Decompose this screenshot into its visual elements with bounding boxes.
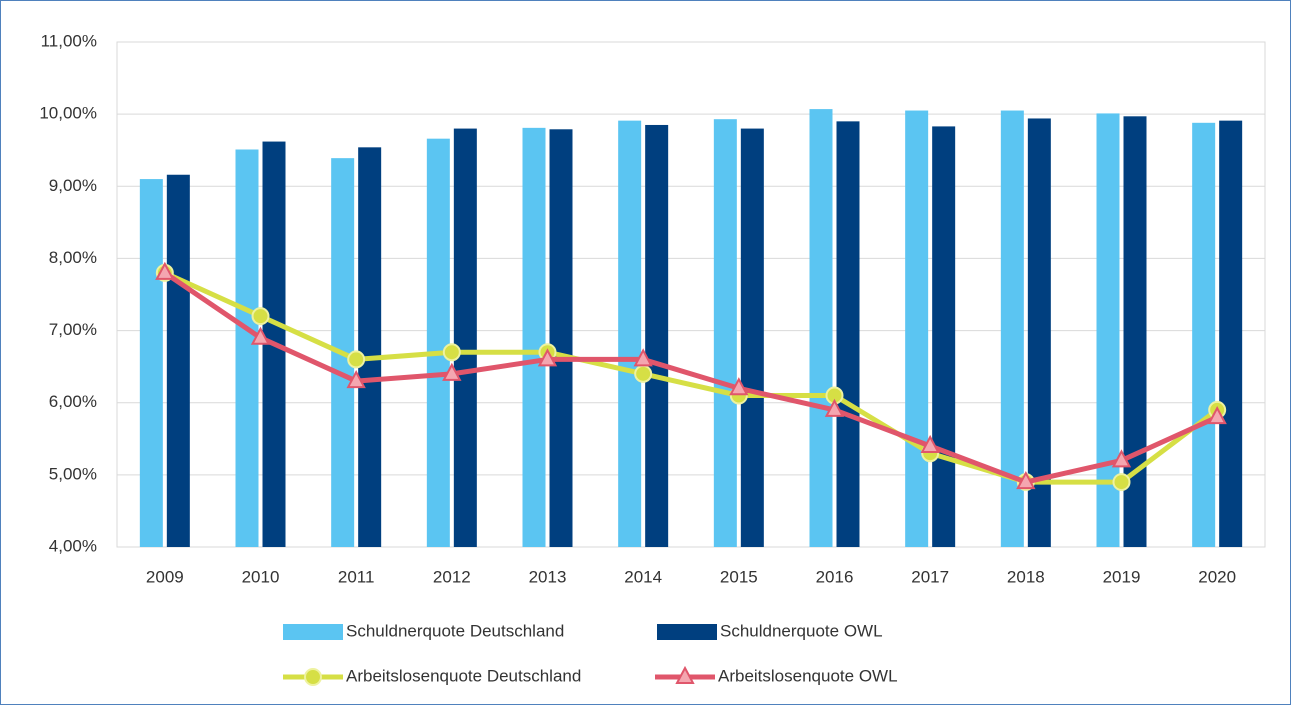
y-tick-label: 5,00% [49,464,97,483]
legend-marker [675,665,695,684]
y-tick-label: 8,00% [49,248,97,267]
legend-swatch [657,624,717,640]
legend-label: Arbeitslosenquote Deutschland [346,666,581,685]
marker [1111,449,1132,468]
marker [346,369,366,389]
marker [633,348,653,367]
x-tick-label: 2018 [1007,567,1045,586]
bar [1123,116,1147,548]
x-tick-label: 2014 [624,567,662,586]
marker [729,377,749,396]
marker [155,261,175,280]
bar [932,126,956,548]
legend-marker [304,668,322,686]
bar [522,127,546,547]
bar [549,129,573,548]
legend-label: Schuldnerquote OWL [720,621,883,640]
marker [634,364,653,383]
marker [920,434,940,453]
x-tick-label: 2012 [433,567,471,586]
x-tick-label: 2009 [146,567,184,586]
y-tick-label: 7,00% [49,320,97,339]
marker [442,362,462,381]
bar [645,124,669,547]
marker [347,350,366,369]
line [163,270,1219,485]
bar [740,128,764,548]
bar [1192,122,1216,548]
x-tick-label: 2019 [1103,567,1141,586]
marker [824,398,845,417]
marker [537,348,558,367]
bar [139,179,163,548]
bar [809,109,833,547]
bar [1096,113,1120,548]
x-tick-label: 2016 [816,567,854,586]
x-tick-label: 2015 [720,567,758,586]
bar [358,147,382,548]
y-tick-label: 10,00% [39,104,97,123]
marker [250,326,271,345]
bar [166,174,190,547]
bar [836,121,860,547]
marker [442,343,461,362]
y-tick-label: 11,00% [41,31,97,50]
bar [713,119,737,547]
legend-swatch [283,624,343,640]
bar [235,149,259,547]
x-tick-label: 2011 [338,567,375,586]
bar [426,138,450,547]
bar [1219,120,1243,547]
legend-label: Arbeitslosenquote OWL [718,666,898,685]
y-tick-label: 6,00% [49,392,97,411]
marker [1016,470,1036,490]
marker [1112,473,1131,492]
marker [251,307,270,326]
legend-label: Schuldnerquote Deutschland [346,621,564,640]
line [163,270,1219,485]
bar [1027,118,1051,547]
bar [1000,110,1024,548]
y-tick-label: 4,00% [49,536,97,555]
bar [905,110,929,548]
bar [618,120,642,547]
x-tick-label: 2013 [529,567,567,586]
marker [1207,406,1227,425]
x-tick-label: 2020 [1198,567,1236,586]
y-tick-label: 9,00% [49,176,97,195]
x-tick-label: 2010 [242,567,280,586]
bar [453,128,477,548]
x-tick-label: 2017 [911,567,949,586]
